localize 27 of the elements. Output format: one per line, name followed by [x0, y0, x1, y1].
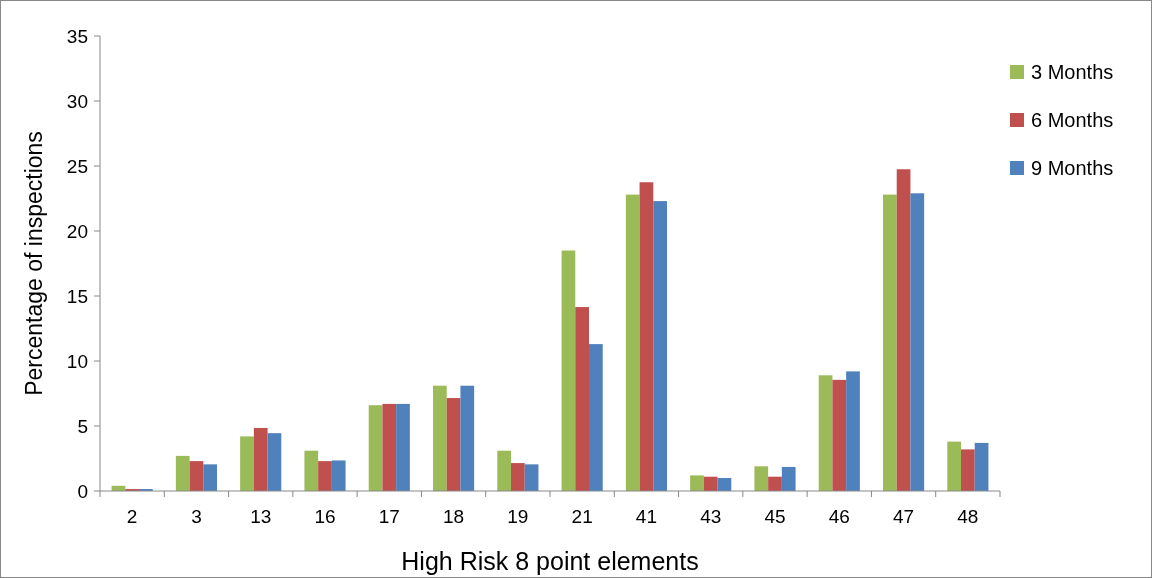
- x-tick-label: 18: [443, 506, 465, 527]
- x-tick-label: 46: [828, 506, 850, 527]
- legend-label: 9 Months: [1031, 157, 1114, 179]
- x-tick-label: 48: [957, 506, 979, 527]
- legend-label: 3 Months: [1031, 61, 1114, 83]
- x-tick-label: 41: [635, 506, 657, 527]
- y-tick-label: 10: [66, 350, 88, 372]
- x-axis-title: High Risk 8 point elements: [401, 547, 699, 575]
- x-tick-label: 16: [314, 506, 336, 527]
- y-tick-label: 0: [77, 480, 88, 502]
- x-tick-label: 45: [764, 506, 786, 527]
- x-tick-label: 2: [126, 506, 138, 527]
- y-tick-label: 30: [66, 90, 88, 112]
- x-tick-label: 17: [378, 506, 400, 527]
- x-tick-label: 21: [571, 506, 593, 527]
- x-tick-label: 47: [893, 506, 915, 527]
- x-tick-label: 3: [191, 506, 202, 527]
- x-tick-label: 13: [250, 506, 272, 527]
- y-tick-label: 35: [66, 25, 88, 47]
- y-tick-label: 20: [66, 220, 88, 242]
- y-tick-label: 25: [66, 155, 88, 177]
- y-tick-label: 15: [66, 285, 88, 307]
- x-tick-label: 19: [507, 506, 529, 527]
- legend-label: 6 Months: [1031, 109, 1114, 131]
- y-axis-title: Percentage of inspections: [21, 131, 47, 396]
- y-tick-label: 5: [77, 415, 88, 437]
- x-tick-label: 43: [700, 506, 722, 527]
